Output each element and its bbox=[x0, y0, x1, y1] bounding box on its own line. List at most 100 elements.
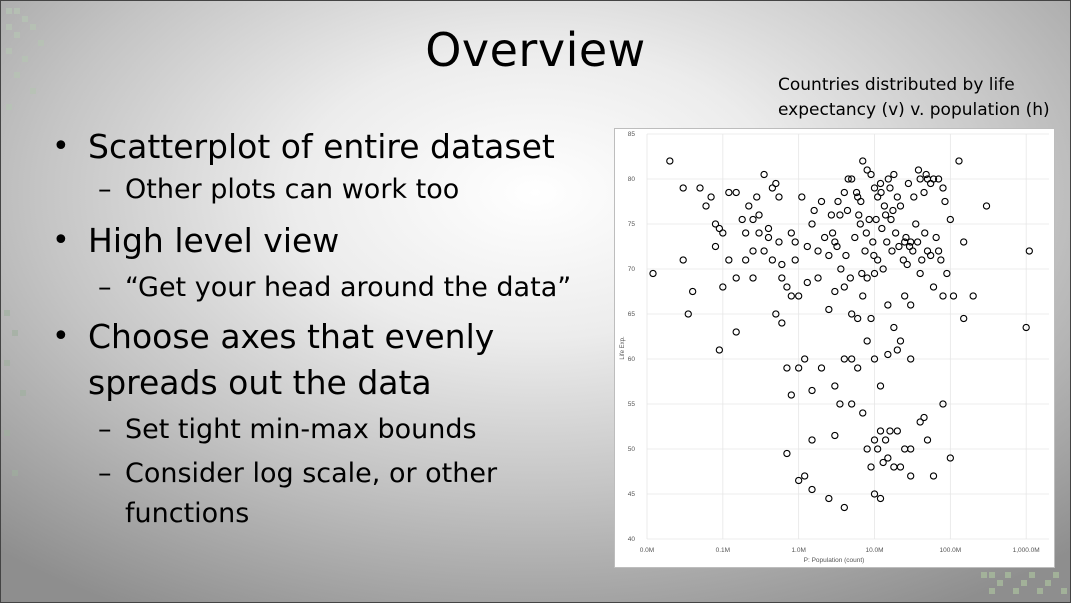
data-point bbox=[855, 211, 863, 219]
data-point bbox=[949, 292, 958, 300]
data-point bbox=[725, 256, 733, 264]
data-point bbox=[755, 229, 763, 237]
data-point bbox=[901, 292, 909, 300]
data-point bbox=[922, 170, 930, 179]
data-point bbox=[848, 400, 856, 408]
data-point bbox=[939, 292, 947, 300]
data-point bbox=[848, 310, 856, 318]
data-point bbox=[801, 472, 809, 480]
data-point bbox=[943, 269, 951, 278]
data-point bbox=[833, 242, 841, 251]
data-point bbox=[783, 283, 791, 291]
data-point bbox=[836, 400, 844, 408]
data-point bbox=[666, 157, 674, 165]
data-point bbox=[749, 274, 757, 282]
data-point bbox=[863, 274, 871, 282]
data-point bbox=[923, 247, 932, 255]
y-tick-label: 75 bbox=[628, 221, 636, 228]
data-point bbox=[862, 229, 870, 237]
data-point bbox=[918, 256, 926, 264]
data-point bbox=[929, 472, 938, 480]
bullet-choose-axes: Choose axes that evenly spreads out the … bbox=[52, 314, 592, 406]
data-point bbox=[732, 188, 740, 197]
sub-bullet-log-scale: Consider log scale, or other functions bbox=[52, 454, 592, 534]
data-point bbox=[889, 206, 897, 215]
data-point bbox=[939, 184, 947, 192]
corner-mosaic-bottom-right bbox=[981, 572, 1067, 594]
data-point bbox=[768, 184, 777, 192]
data-point bbox=[848, 175, 856, 183]
data-point bbox=[905, 242, 914, 251]
data-point bbox=[879, 458, 887, 467]
data-point bbox=[808, 436, 816, 444]
data-point bbox=[883, 238, 891, 246]
data-point bbox=[946, 215, 954, 224]
y-tick-label: 80 bbox=[628, 176, 636, 183]
data-point bbox=[916, 175, 924, 183]
data-point bbox=[803, 242, 811, 251]
data-point bbox=[831, 238, 839, 246]
y-axis-label: Life Exp. bbox=[620, 336, 626, 360]
data-point bbox=[923, 436, 932, 444]
data-point bbox=[946, 454, 954, 462]
data-point bbox=[884, 301, 892, 309]
data-point bbox=[689, 287, 697, 296]
data-point bbox=[904, 179, 913, 188]
data-point bbox=[907, 238, 915, 246]
data-point bbox=[1025, 247, 1033, 255]
data-point bbox=[787, 292, 795, 300]
data-point bbox=[843, 206, 852, 215]
data-point bbox=[679, 184, 687, 192]
data-point bbox=[760, 247, 768, 255]
data-point bbox=[742, 256, 750, 264]
data-point bbox=[738, 215, 746, 224]
data-point bbox=[848, 355, 856, 363]
data-point bbox=[831, 382, 839, 390]
data-point bbox=[870, 436, 879, 444]
data-point bbox=[732, 328, 740, 336]
data-point bbox=[914, 166, 923, 174]
y-tick-label: 50 bbox=[628, 446, 636, 453]
data-point bbox=[873, 256, 882, 264]
data-point bbox=[886, 427, 894, 435]
data-point bbox=[725, 188, 733, 197]
data-point bbox=[764, 224, 773, 233]
x-tick-label: 10.0M bbox=[865, 547, 883, 554]
data-point bbox=[775, 238, 783, 246]
data-point bbox=[884, 175, 892, 183]
data-point bbox=[907, 301, 915, 309]
data-point bbox=[960, 238, 968, 246]
data-point bbox=[916, 269, 924, 278]
data-point bbox=[772, 310, 780, 318]
data-point bbox=[825, 494, 833, 503]
bullet-high-level-view: High level view bbox=[52, 218, 592, 264]
data-point bbox=[884, 454, 892, 462]
data-point bbox=[831, 287, 839, 296]
data-point bbox=[817, 364, 826, 372]
data-point bbox=[910, 193, 918, 201]
data-point bbox=[768, 256, 777, 264]
corner-mosaic-top-left bbox=[6, 8, 44, 110]
data-point bbox=[870, 355, 879, 363]
data-point bbox=[696, 184, 704, 192]
data-point bbox=[870, 490, 879, 498]
data-point bbox=[801, 355, 809, 363]
data-point bbox=[858, 269, 866, 278]
y-tick-label: 55 bbox=[628, 401, 636, 408]
data-point bbox=[887, 215, 895, 224]
data-point bbox=[825, 251, 833, 260]
data-point bbox=[913, 238, 922, 246]
data-point bbox=[863, 337, 871, 345]
data-point bbox=[837, 265, 845, 273]
data-point bbox=[859, 409, 867, 417]
data-point bbox=[827, 211, 836, 219]
data-point bbox=[926, 179, 935, 188]
data-point bbox=[749, 247, 757, 255]
bullet-scatterplot: Scatterplot of entire dataset bbox=[52, 124, 592, 170]
data-point bbox=[939, 400, 947, 408]
x-tick-label: 1.0M bbox=[791, 547, 805, 554]
data-point bbox=[867, 314, 875, 323]
y-tick-label: 60 bbox=[628, 356, 636, 363]
data-point bbox=[881, 211, 890, 219]
data-point bbox=[803, 278, 811, 287]
